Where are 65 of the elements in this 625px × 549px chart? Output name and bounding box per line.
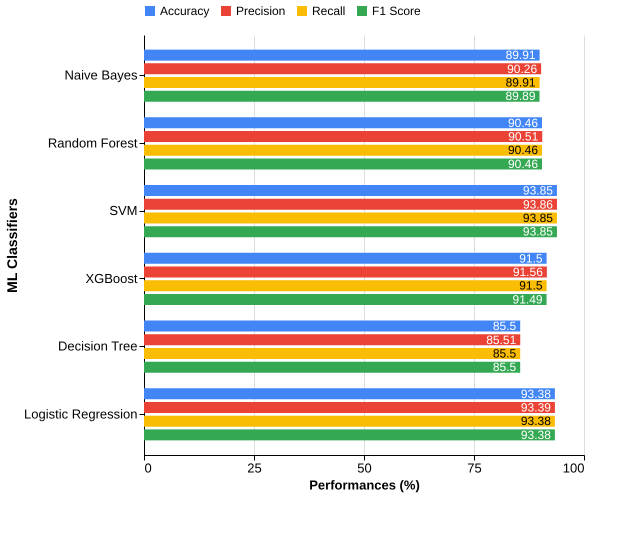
bar [144, 388, 555, 400]
bar [144, 212, 557, 224]
y-tick-label: Decision Tree [58, 338, 138, 354]
y-tick-label: Random Forest [48, 135, 138, 150]
bar [144, 90, 540, 102]
data-label: 90.51 [508, 130, 539, 144]
y-tick-label: Logistic Regression [24, 406, 138, 422]
x-tick-label: 25 [247, 460, 262, 476]
bar [144, 280, 547, 292]
data-label: 90.46 [508, 116, 538, 130]
data-label: 89.89 [505, 89, 536, 104]
bar [144, 252, 547, 264]
data-label: 91.56 [512, 265, 544, 280]
bar [144, 226, 557, 238]
y-tick-label: Naive Bayes [64, 68, 138, 83]
bar [144, 348, 520, 359]
bar [144, 402, 555, 413]
data-label: 85.5 [492, 360, 517, 374]
bar [144, 429, 555, 440]
bar [144, 362, 520, 373]
data-label: 90.46 [508, 156, 538, 171]
data-label: 85.51 [486, 332, 517, 347]
data-label: 91.5 [519, 251, 543, 266]
bar [144, 416, 555, 427]
data-label: 91.49 [512, 292, 543, 306]
data-label: 93.85 [522, 224, 554, 239]
data-label: 93.85 [522, 184, 554, 198]
y-tick-label: SVM [109, 203, 138, 218]
data-label: 89.91 [506, 48, 536, 62]
legend-label: Accuracy [160, 4, 210, 18]
bar [144, 131, 542, 142]
bar [144, 198, 557, 210]
data-label: 89.91 [506, 76, 536, 90]
legend-label: F1 Score [372, 4, 422, 18]
bar [144, 185, 557, 196]
bar [144, 77, 540, 88]
bar [144, 63, 542, 74]
bar [144, 294, 547, 305]
data-label: 93.39 [520, 400, 552, 414]
x-tick-label: 75 [467, 460, 482, 476]
bar [144, 50, 540, 61]
bar [144, 158, 542, 170]
x-tick-label: 0 [144, 460, 152, 476]
bar [144, 320, 520, 332]
bar [144, 144, 542, 156]
bar [144, 117, 542, 128]
legend-label: Precision [236, 4, 286, 18]
legend-label: Recall [312, 4, 346, 18]
data-label: 90.46 [508, 143, 538, 158]
data-label: 90.26 [507, 62, 538, 76]
data-label: 93.85 [522, 210, 554, 225]
x-tick-label: 50 [357, 460, 372, 476]
data-label: 93.38 [520, 414, 552, 428]
data-label: 93.38 [520, 428, 552, 442]
bar [144, 334, 520, 346]
data-label: 93.86 [522, 197, 554, 212]
data-label: 85.5 [492, 346, 517, 360]
y-tick-label: XGBoost [85, 270, 138, 286]
y-axis-title: ML Classifiers [4, 198, 20, 293]
data-label: 91.5 [519, 278, 543, 293]
x-tick-label: 100 [562, 460, 584, 476]
x-axis-title: Performances (%) [309, 478, 420, 492]
bar [144, 266, 547, 278]
data-label: 93.38 [520, 386, 552, 401]
data-label: 85.5 [492, 319, 517, 334]
